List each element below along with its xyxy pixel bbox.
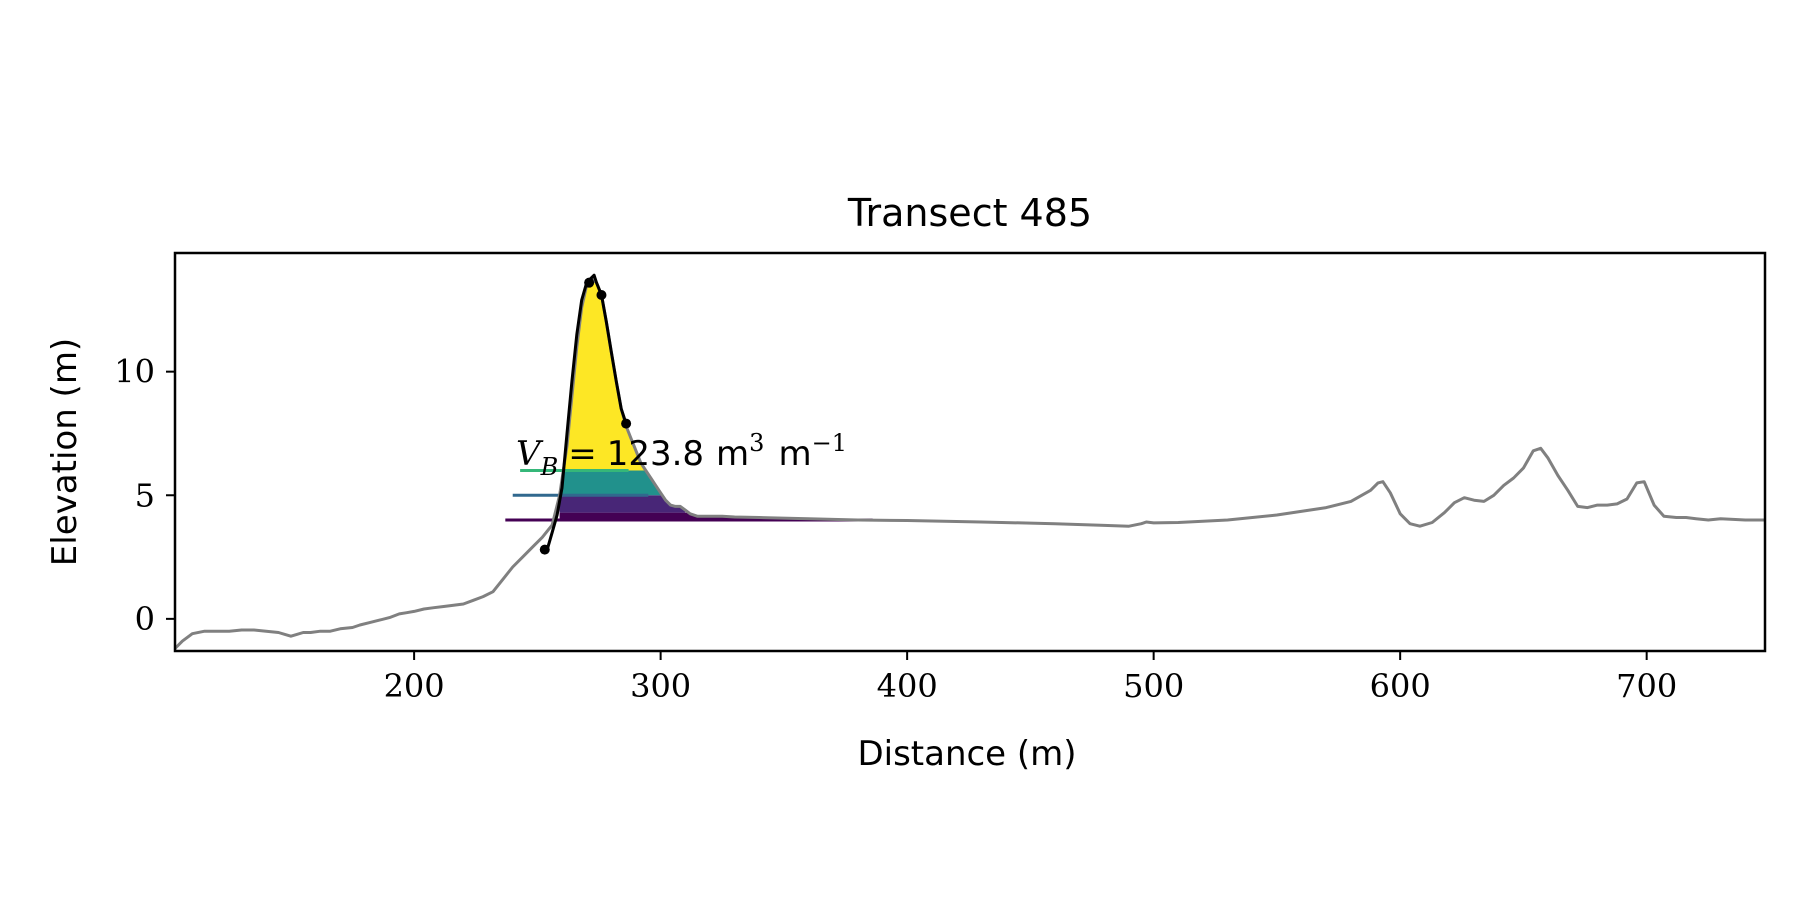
dune-marker-1 [584, 277, 595, 288]
volume-fill-3 [559, 277, 661, 471]
annotation-subscript: B [540, 453, 559, 481]
x-tick-label: 200 [384, 667, 445, 705]
y-tick-label: 0 [135, 600, 155, 638]
x-tick-label: 400 [877, 667, 938, 705]
volume-fill-1 [559, 495, 686, 513]
y-axis: 0 5 10 [114, 353, 175, 638]
profile-line [175, 276, 1765, 650]
annotation-per-unit-exp: −1 [812, 429, 847, 457]
annotation-operator: = [568, 434, 597, 474]
plot-frame [173, 251, 1767, 653]
dune-marker-0 [539, 544, 550, 555]
annotation-value: 123.8 [607, 434, 704, 474]
y-tick-label: 10 [114, 353, 155, 391]
volume-fill-2 [559, 470, 661, 496]
annotation-per-unit: m [778, 434, 811, 474]
annotation-unit-exp: 3 [749, 429, 764, 457]
annotation-unit: m [716, 434, 749, 474]
x-axis: 200 300 400 500 600 700 [384, 651, 1677, 705]
x-axis-label: Distance (m) [857, 734, 1076, 774]
x-tick-label: 600 [1370, 667, 1431, 705]
plot-area [175, 273, 1765, 650]
x-tick-label: 500 [1123, 667, 1184, 705]
chart-title: Transect 485 [847, 191, 1092, 235]
annotation-symbol: V [516, 434, 544, 474]
x-tick-label: 700 [1616, 667, 1677, 705]
dune-markers [539, 277, 632, 555]
x-tick-label: 300 [630, 667, 691, 705]
dune-marker-2 [596, 290, 607, 301]
y-tick-label: 5 [135, 476, 155, 514]
y-axis-label: Elevation (m) [45, 338, 85, 566]
dune-marker-3 [621, 418, 632, 429]
volume-annotation: VB = 123.8 m3 m−1 [516, 429, 847, 481]
